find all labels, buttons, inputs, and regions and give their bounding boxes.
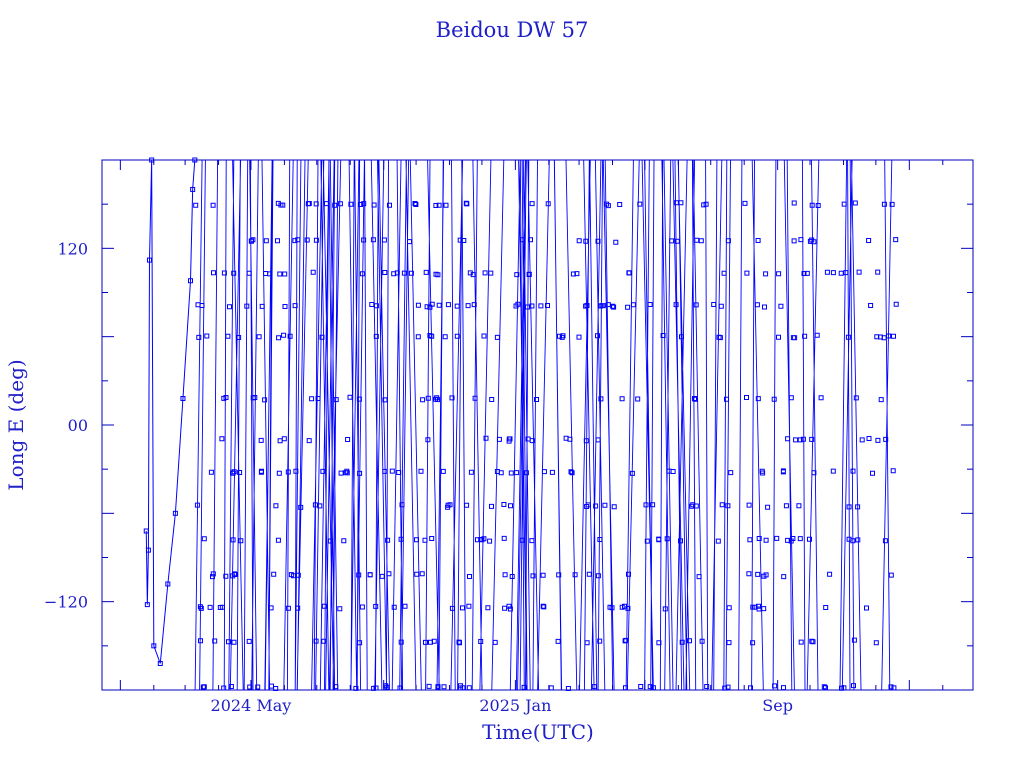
data-point [151,643,157,649]
plot-area [101,157,974,691]
x-tick-label: 2025 Jan [479,696,551,715]
y-tick-label: 120 [57,239,88,258]
data-point [143,528,149,534]
x-tick-label: 2024 May [211,696,292,715]
data-layer [143,157,899,691]
y-tick-label: −120 [44,593,88,612]
data-point [165,581,171,587]
y-axis-label: Long E (deg) [4,359,28,490]
data-point [144,602,150,608]
series-line [145,159,196,664]
data-point [172,510,178,516]
x-axis-label: Time(UTC) [482,720,594,744]
y-tick-label: 00 [68,416,88,435]
data-point [188,278,194,284]
data-point [146,257,152,263]
track-lines [194,159,893,691]
data-point [192,157,198,163]
y-axis: 120 00 −120 [44,159,973,691]
data-point [190,186,196,192]
track-markers [193,200,899,691]
data-point [157,661,163,666]
x-axis: 2024 May 2025 Jan Sep [119,160,974,715]
data-point [145,547,151,553]
chart-title: Beidou DW 57 [436,18,589,42]
x-tick-label: Sep [762,696,793,715]
data-point [180,396,186,401]
